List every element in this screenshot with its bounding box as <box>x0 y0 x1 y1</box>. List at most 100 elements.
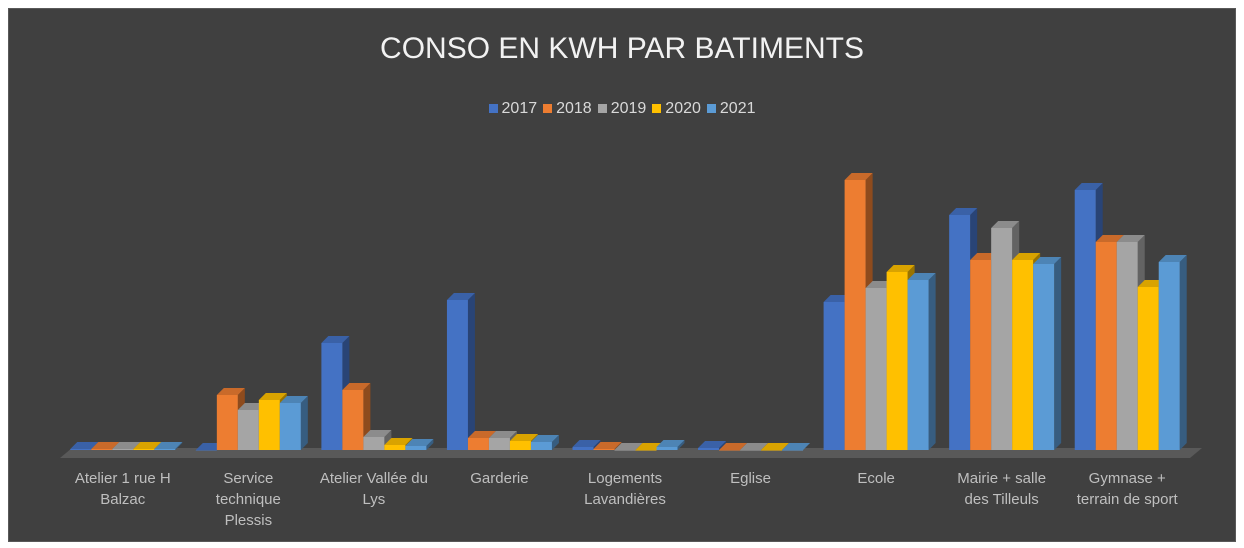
bar-front <box>530 442 552 450</box>
bar <box>782 443 811 451</box>
bar-top <box>949 208 978 215</box>
legend: 2017 2018 2019 2020 2021 <box>0 100 1244 118</box>
bar <box>656 440 685 450</box>
bar-top <box>112 442 141 449</box>
bar-front <box>1158 262 1180 450</box>
bar-top <box>886 265 915 272</box>
bar-side <box>928 273 936 450</box>
bar-top <box>488 431 517 438</box>
bar <box>740 443 769 451</box>
bar-front <box>258 400 280 450</box>
bar-top <box>384 438 413 445</box>
legend-item: 2019 <box>597 100 646 118</box>
bar-top <box>1116 235 1145 242</box>
bar-front <box>1116 242 1138 450</box>
bar-front <box>133 449 155 450</box>
bar-front <box>719 450 741 451</box>
bar-front <box>70 449 92 450</box>
bar-front <box>593 449 615 450</box>
bar-front <box>384 445 406 450</box>
bar-front <box>698 448 720 450</box>
legend-item: 2017 <box>488 100 537 118</box>
bar-front <box>1095 242 1117 450</box>
bar-front <box>886 272 908 450</box>
bar-side <box>426 439 434 450</box>
bar-top <box>446 293 475 300</box>
bar <box>719 443 748 451</box>
bar-side <box>719 441 727 450</box>
bar-top <box>70 442 99 449</box>
bar-front <box>740 450 762 451</box>
bar-front <box>112 449 134 450</box>
x-tick-label: Eglise <box>730 470 771 487</box>
bar-front <box>949 215 971 450</box>
bar-front <box>614 450 636 451</box>
bar <box>761 443 790 451</box>
bar-top <box>467 431 496 438</box>
bar-top <box>698 441 727 448</box>
bar-front <box>1033 264 1055 450</box>
bar-front <box>467 438 489 450</box>
bar-top <box>154 442 183 449</box>
bar-top <box>530 435 559 442</box>
bar-top <box>509 434 538 441</box>
bar-top <box>614 443 643 450</box>
bar-front <box>405 446 427 450</box>
bar-top <box>363 430 392 437</box>
bar <box>698 441 727 450</box>
bar-front <box>572 447 594 450</box>
bar-front <box>865 288 887 450</box>
bar-front <box>761 450 783 451</box>
bar-front <box>237 410 259 450</box>
bar <box>530 435 559 450</box>
bar-front <box>1012 260 1034 450</box>
bar-top <box>342 383 371 390</box>
bar <box>446 293 475 450</box>
bar-front <box>1137 287 1159 450</box>
bar-front <box>656 447 678 450</box>
x-tick-label: Ecole <box>857 470 895 487</box>
bar-front <box>488 438 510 450</box>
bar-front <box>782 450 804 451</box>
bar-top <box>1158 255 1187 262</box>
bar-top <box>1074 183 1103 190</box>
bar <box>593 442 622 450</box>
bar-front <box>154 449 176 450</box>
bar-top <box>656 440 685 447</box>
legend-item: 2021 <box>706 100 755 118</box>
bar-side <box>677 440 685 450</box>
bar <box>907 273 936 450</box>
legend-label: 2020 <box>665 100 701 117</box>
bar-top <box>258 393 287 400</box>
bar-front <box>844 180 866 450</box>
bar-front <box>907 280 929 450</box>
bar-top <box>593 442 622 449</box>
floor <box>60 448 1202 458</box>
bar-side <box>467 293 475 450</box>
bar-top <box>572 440 601 447</box>
bar-top <box>1033 257 1062 264</box>
bar <box>1033 257 1062 450</box>
legend-swatch <box>543 104 553 113</box>
bar <box>405 439 434 450</box>
bar-front <box>321 343 343 450</box>
bar <box>1158 255 1187 450</box>
x-tick-label: Atelier Vallée du Lys <box>319 470 428 508</box>
bar-front <box>991 228 1013 450</box>
bar-front <box>823 302 845 450</box>
x-tick-label: Gymnase + terrain de sport <box>1076 470 1178 508</box>
bar-top <box>844 173 873 180</box>
legend-swatch <box>652 104 662 113</box>
bar-side <box>614 442 622 450</box>
bar-front <box>635 450 657 451</box>
legend-swatch <box>597 104 607 113</box>
bar-top <box>782 443 811 450</box>
bar-side <box>1179 255 1187 450</box>
bar-top <box>1095 235 1124 242</box>
x-tick-label: Atelier 1 rue H Balzac <box>74 470 171 508</box>
bar <box>614 443 643 451</box>
bar <box>342 383 371 450</box>
bar-top <box>740 443 769 450</box>
